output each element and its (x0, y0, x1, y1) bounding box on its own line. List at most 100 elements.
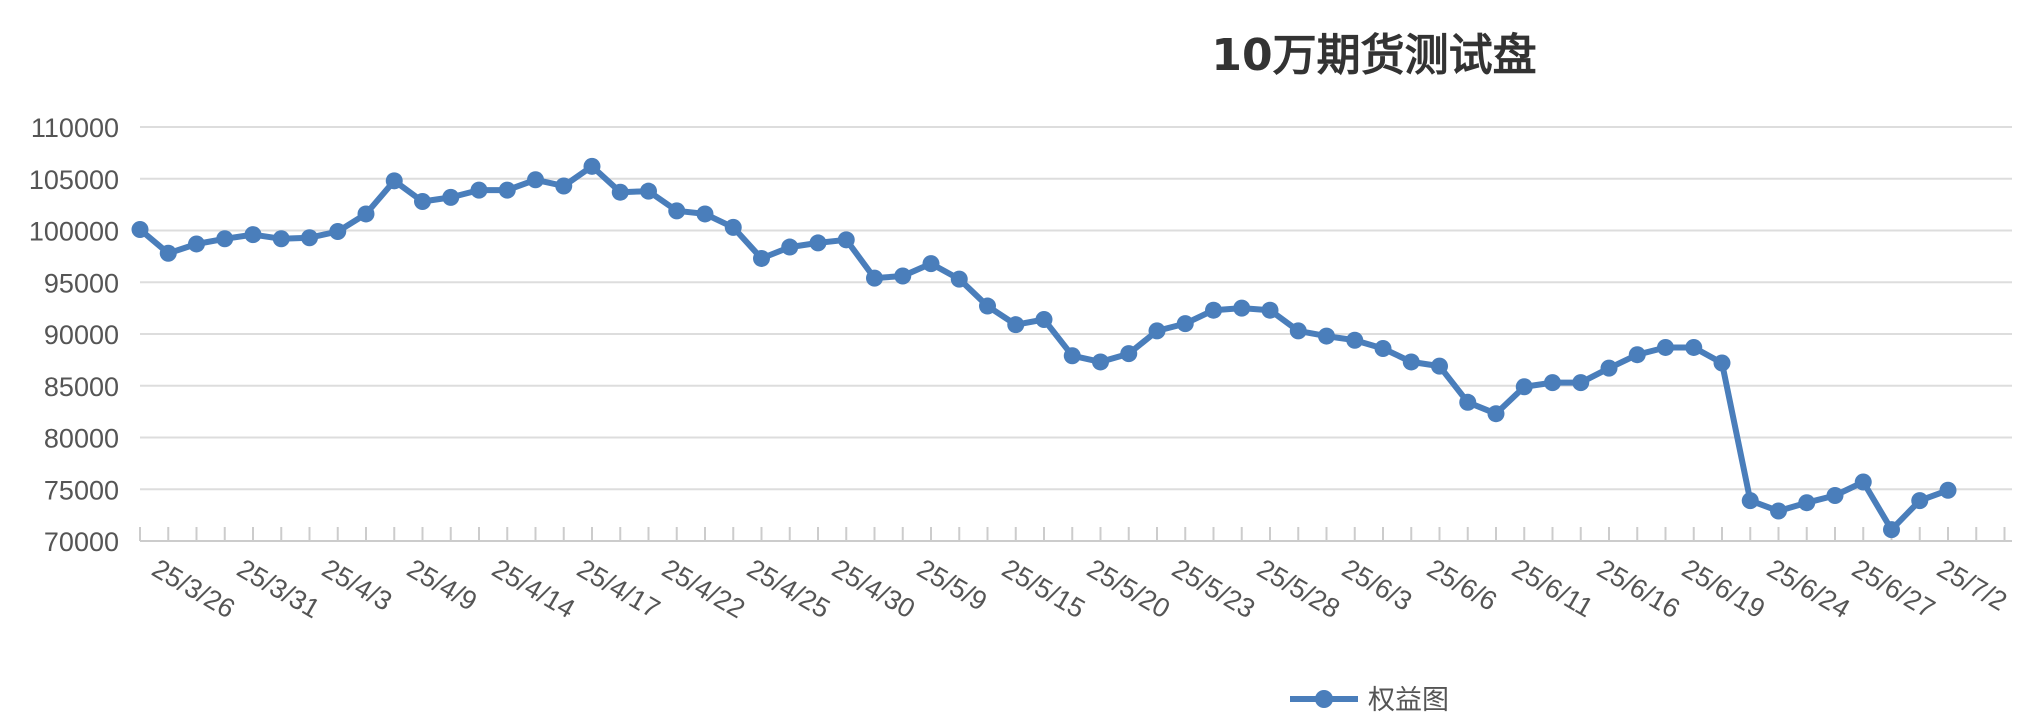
data-point (1120, 345, 1138, 363)
data-point (979, 297, 996, 315)
data-point (1600, 359, 1618, 377)
x-tick-label: 25/4/30 (827, 553, 920, 624)
data-point (470, 181, 488, 199)
data-point (1374, 339, 1392, 357)
data-point (357, 205, 375, 223)
data-point (1063, 347, 1081, 365)
x-tick-label: 25/5/23 (1167, 553, 1260, 624)
y-tick-label: 105000 (29, 165, 119, 195)
y-axis-tick-labels: 70000 75000 80000 85000 90000 95000 100000 1050… (29, 113, 119, 557)
data-point (894, 267, 912, 285)
data-point (696, 205, 714, 223)
y-tick-label: 100000 (29, 217, 119, 247)
data-point (414, 193, 431, 211)
data-point (1713, 354, 1731, 372)
data-point (527, 171, 544, 189)
data-point (1628, 346, 1646, 364)
data-point (555, 177, 573, 195)
data-point (1233, 299, 1251, 317)
data-point (1346, 331, 1364, 349)
chart-title: 10万期货测试盘 (1211, 30, 1536, 81)
x-tick-label: 25/4/25 (742, 553, 835, 624)
data-point (1176, 315, 1194, 333)
x-tick-label: 25/4/3 (317, 553, 397, 617)
data-point (1261, 301, 1279, 319)
data-point (1007, 316, 1025, 334)
x-tick-label: 25/7/2 (1932, 553, 2012, 617)
data-point (1459, 393, 1477, 411)
data-point (301, 229, 318, 247)
data-point (950, 270, 968, 288)
data-point (216, 230, 234, 248)
data-point (188, 235, 205, 253)
data-point (1148, 322, 1166, 340)
y-tick-label: 75000 (44, 475, 119, 505)
x-tick-label: 25/5/9 (912, 553, 992, 617)
x-tick-label: 25/3/26 (147, 553, 240, 624)
x-tick-label: 25/6/16 (1592, 553, 1685, 624)
x-tick-label: 25/6/19 (1677, 553, 1770, 624)
legend: 权益图 (1290, 685, 1449, 716)
data-point (1205, 301, 1222, 319)
x-tick-label: 25/6/11 (1507, 553, 1598, 623)
x-tick-label: 25/6/24 (1762, 553, 1855, 624)
data-point (837, 231, 855, 249)
data-point (1854, 473, 1872, 491)
data-point (1770, 502, 1787, 520)
data-point (244, 226, 262, 244)
y-tick-label: 90000 (44, 320, 119, 350)
data-point (583, 157, 601, 175)
x-tick-label: 25/5/20 (1082, 553, 1175, 624)
series-line (137, 163, 1951, 533)
data-point (1431, 357, 1448, 375)
data-point (131, 220, 149, 238)
data-point (1318, 327, 1335, 345)
data-point (724, 218, 742, 236)
data-point (1939, 481, 1957, 499)
data-point (1289, 322, 1307, 340)
x-tick-label: 25/3/31 (232, 553, 325, 624)
legend-marker-icon (1315, 690, 1333, 708)
data-point (1883, 521, 1900, 539)
x-tick-label: 25/4/14 (487, 553, 580, 624)
gridlines (140, 126, 2012, 491)
x-tick-label: 25/4/17 (572, 553, 665, 624)
data-point (1741, 492, 1759, 510)
data-point (1544, 374, 1561, 392)
data-point (1572, 374, 1590, 392)
x-tick-label: 25/6/27 (1847, 553, 1940, 624)
data-point (1685, 338, 1703, 356)
y-tick-label: 70000 (44, 527, 119, 557)
x-axis (139, 527, 2012, 542)
data-point (1826, 486, 1844, 504)
data-point (1515, 378, 1533, 396)
data-point (753, 249, 770, 267)
x-tick-label: 25/4/9 (402, 553, 482, 617)
x-tick-label: 25/4/22 (657, 553, 750, 624)
data-point (1798, 494, 1816, 512)
data-point (922, 255, 940, 273)
x-tick-label: 25/5/15 (997, 553, 1090, 624)
data-point (781, 238, 799, 256)
data-point (1487, 405, 1505, 423)
data-point (1911, 492, 1929, 510)
x-tick-label: 25/6/3 (1337, 553, 1417, 617)
data-point (640, 182, 657, 200)
x-tick-label: 25/5/28 (1252, 553, 1345, 624)
data-point (159, 244, 177, 262)
data-point (498, 181, 516, 199)
data-point (611, 183, 629, 201)
series-equity (131, 157, 1957, 539)
data-point (1035, 311, 1053, 329)
y-tick-label: 80000 (44, 424, 119, 454)
data-point (1402, 353, 1420, 371)
y-tick-label: 85000 (44, 372, 119, 402)
data-point (866, 269, 883, 287)
y-tick-label: 110000 (31, 113, 119, 143)
data-point (272, 230, 290, 248)
x-tick-label: 25/6/6 (1422, 553, 1502, 617)
data-point (385, 172, 403, 190)
